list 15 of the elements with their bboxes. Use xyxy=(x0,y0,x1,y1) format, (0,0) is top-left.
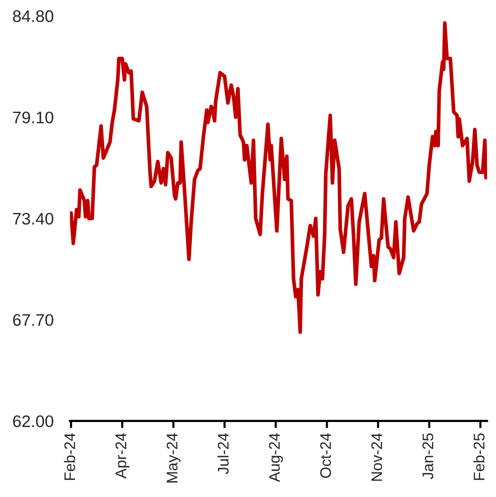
x-tick-label: Oct-24 xyxy=(320,433,331,478)
x-tick-label: Jan-25 xyxy=(422,433,434,480)
x-tick-label: May-24 xyxy=(166,433,181,482)
x-tick-label: Aug-24 xyxy=(269,433,283,482)
y-tick-label: 79.10 xyxy=(13,112,54,124)
x-tick-label: Feb-24 xyxy=(64,433,76,480)
line-series xyxy=(70,21,488,334)
y-tick-label: 67.70 xyxy=(13,314,54,326)
y-tick-label: 84.80 xyxy=(12,10,54,22)
x-tick-label: Feb-25 xyxy=(473,433,484,480)
x-tick-label: Nov-24 xyxy=(371,433,382,481)
y-tick-label: 62.00 xyxy=(13,415,54,428)
y-tick-label: 73.40 xyxy=(13,212,54,225)
x-tick-label: Jul-24 xyxy=(217,433,229,474)
x-tick-label: Apr-24 xyxy=(116,433,130,479)
